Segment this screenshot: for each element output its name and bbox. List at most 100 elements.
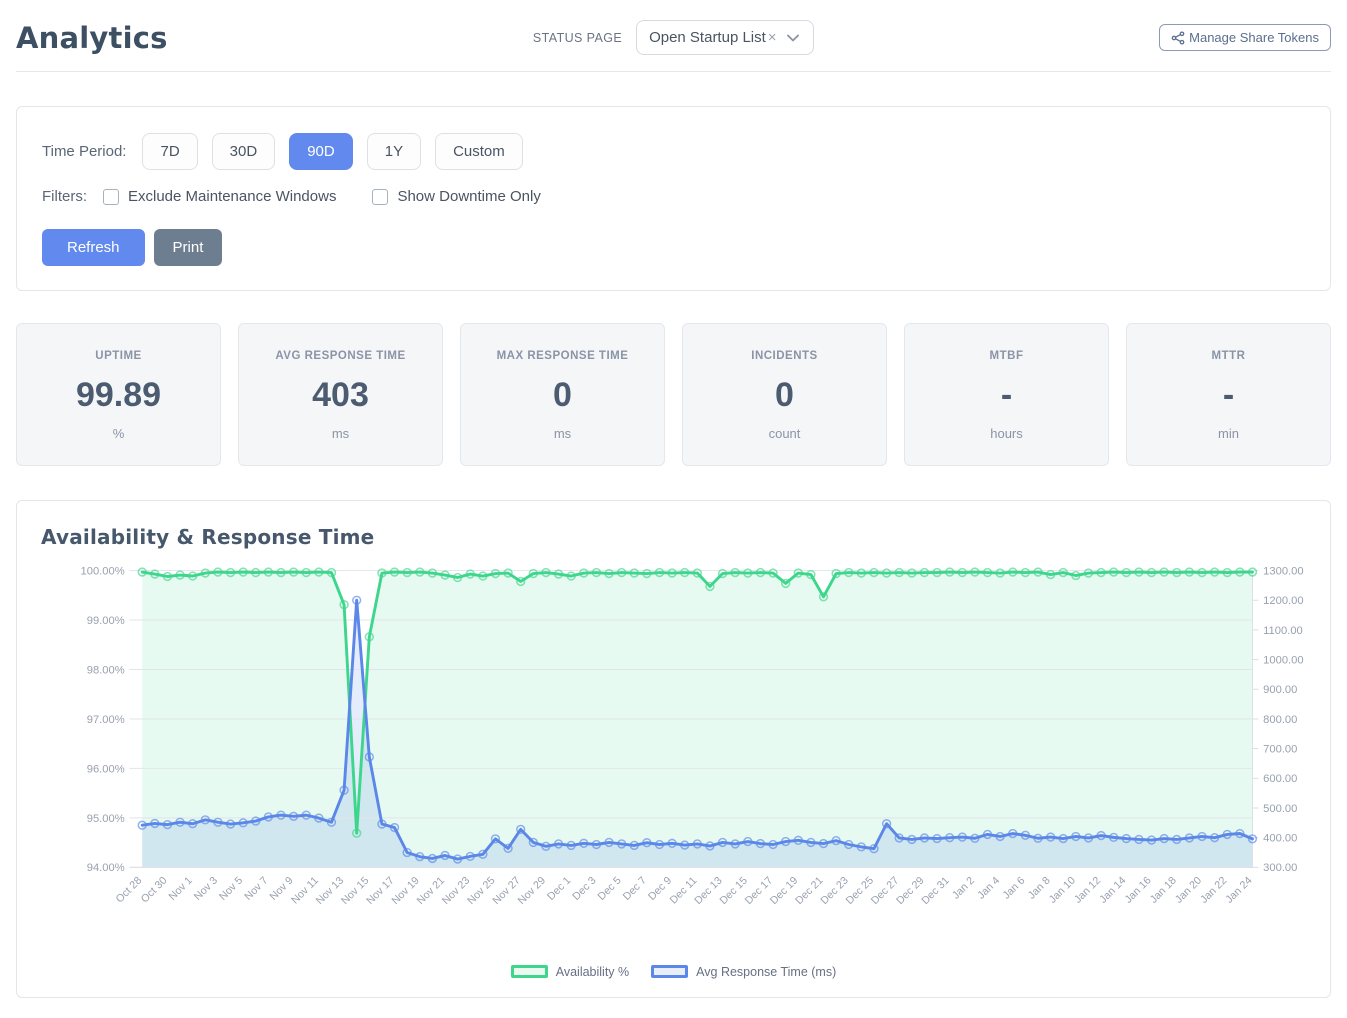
stat-label: MTTR <box>1211 350 1246 362</box>
svg-text:600.00: 600.00 <box>1263 773 1297 785</box>
status-page-selected-value: Open Startup List <box>649 29 766 46</box>
stat-card-mtbf: MTBF - hours <box>904 323 1109 466</box>
svg-text:Dec 5: Dec 5 <box>596 875 624 903</box>
action-row: Refresh Print <box>42 229 1305 266</box>
svg-text:1200.00: 1200.00 <box>1263 595 1303 607</box>
stat-card-uptime: UPTIME 99.89 % <box>16 323 221 466</box>
svg-text:Dec 7: Dec 7 <box>621 875 649 903</box>
period-button-7d[interactable]: 7D <box>142 133 198 170</box>
svg-text:97.00%: 97.00% <box>87 714 125 726</box>
svg-text:Oct 28: Oct 28 <box>114 875 145 906</box>
period-button-90d[interactable]: 90D <box>289 133 353 170</box>
svg-text:Nov 5: Nov 5 <box>217 875 245 903</box>
svg-text:Jan 12: Jan 12 <box>1072 875 1103 906</box>
stat-label: INCIDENTS <box>751 350 818 362</box>
refresh-button[interactable]: Refresh <box>42 229 145 266</box>
svg-text:700.00: 700.00 <box>1263 744 1297 756</box>
svg-text:Dec 3: Dec 3 <box>570 875 598 903</box>
svg-text:Jan 24: Jan 24 <box>1223 875 1254 906</box>
svg-text:Jan 2: Jan 2 <box>950 875 977 902</box>
stat-card-mttr: MTTR - min <box>1126 323 1331 466</box>
manage-share-tokens-label: Manage Share Tokens <box>1189 30 1319 45</box>
period-button-custom[interactable]: Custom <box>435 133 523 170</box>
svg-text:400.00: 400.00 <box>1263 833 1297 845</box>
chart-panel: Availability & Response Time 100.00% 99.0… <box>16 500 1331 998</box>
stat-unit: ms <box>331 426 350 441</box>
share-icon <box>1171 30 1185 45</box>
svg-text:Jan 4: Jan 4 <box>975 875 1002 902</box>
svg-text:Dec 31: Dec 31 <box>919 875 951 907</box>
period-button-1y[interactable]: 1Y <box>366 133 422 170</box>
svg-text:100.00%: 100.00% <box>81 565 125 577</box>
svg-text:96.00%: 96.00% <box>87 763 125 775</box>
status-page-group: STATUS PAGE Open Startup List × <box>532 20 815 55</box>
stat-value: 0 <box>553 376 572 414</box>
stat-unit: min <box>1218 426 1239 441</box>
status-page-label: STATUS PAGE <box>532 30 623 45</box>
svg-text:Dec 1: Dec 1 <box>545 875 573 903</box>
time-period-label: Time Period: <box>42 143 127 160</box>
stat-value: - <box>1000 376 1013 414</box>
manage-share-tokens-button[interactable]: Manage Share Tokens <box>1159 24 1331 51</box>
stat-value: 0 <box>775 376 794 414</box>
svg-text:98.00%: 98.00% <box>87 664 125 676</box>
svg-text:Jan 20: Jan 20 <box>1173 875 1204 906</box>
page-title: Analytics <box>16 20 168 55</box>
stat-unit: % <box>112 426 125 441</box>
availability-response-chart: 100.00% 99.00% 98.00% 97.00% 96.00% 95.00% 94.… <box>81 565 1304 907</box>
checkbox-icon[interactable] <box>103 188 119 205</box>
svg-text:Jan 18: Jan 18 <box>1148 875 1179 906</box>
legend-label: Avg Response Time (ms) <box>696 964 837 979</box>
filters-label: Filters: <box>42 188 87 205</box>
stat-unit: hours <box>990 426 1023 441</box>
svg-text:1300.00: 1300.00 <box>1263 565 1303 577</box>
availability-swatch-icon <box>510 965 548 979</box>
status-page-select[interactable]: Open Startup List × <box>636 20 815 55</box>
svg-text:800.00: 800.00 <box>1263 714 1297 726</box>
svg-text:500.00: 500.00 <box>1263 803 1297 815</box>
svg-text:Jan 6: Jan 6 <box>1001 875 1028 902</box>
chevron-down-icon[interactable] <box>786 34 799 42</box>
header: Analytics STATUS PAGE Open Startup List … <box>16 14 1331 72</box>
legend-label: Availability % <box>555 964 630 979</box>
chart-title: Availability & Response Time <box>41 525 375 549</box>
svg-text:Jan 22: Jan 22 <box>1198 875 1229 906</box>
show-downtime-label: Show Downtime Only <box>397 188 541 205</box>
stat-label: AVG RESPONSE TIME <box>275 350 406 362</box>
stat-card-incidents: INCIDENTS 0 count <box>682 323 887 466</box>
chart-legend: Availability % Avg Response Time (ms) <box>41 965 1306 983</box>
svg-text:900.00: 900.00 <box>1263 684 1297 696</box>
checkbox-icon[interactable] <box>372 188 389 205</box>
response-time-swatch-icon <box>651 965 689 979</box>
show-downtime-checkbox[interactable]: Show Downtime Only <box>372 188 541 205</box>
time-period-row: Time Period: 7D 30D 90D 1Y Custom <box>42 133 1305 170</box>
legend-item-availability[interactable]: Availability % <box>510 964 630 979</box>
exclude-maintenance-label: Exclude Maintenance Windows <box>128 188 337 205</box>
clear-selection-icon[interactable]: × <box>767 29 777 46</box>
stat-card-avg-response: AVG RESPONSE TIME 403 ms <box>238 323 443 466</box>
stat-value: 403 <box>312 376 369 414</box>
period-button-30d[interactable]: 30D <box>211 133 276 170</box>
svg-text:1000.00: 1000.00 <box>1263 654 1303 666</box>
svg-text:99.00%: 99.00% <box>87 615 125 627</box>
chart-wrap: 100.00% 99.00% 98.00% 97.00% 96.00% 95.00% 94.… <box>41 555 1306 963</box>
svg-text:Nov 29: Nov 29 <box>516 875 548 907</box>
stat-label: MAX RESPONSE TIME <box>496 350 629 362</box>
stat-label: MTBF <box>989 350 1024 362</box>
filters-row: Filters: Exclude Maintenance Windows Sho… <box>42 188 1305 205</box>
stat-label: UPTIME <box>95 350 142 362</box>
stat-value: 99.89 <box>75 376 162 414</box>
exclude-maintenance-checkbox[interactable]: Exclude Maintenance Windows <box>103 188 336 205</box>
svg-text:Nov 3: Nov 3 <box>192 875 220 903</box>
legend-item-response-time[interactable]: Avg Response Time (ms) <box>651 965 836 979</box>
filter-panel: Time Period: 7D 30D 90D 1Y Custom Filter… <box>16 106 1331 291</box>
svg-text:Jan 14: Jan 14 <box>1097 875 1128 906</box>
stats-row: UPTIME 99.89 % AVG RESPONSE TIME 403 ms … <box>16 323 1331 466</box>
svg-text:94.00%: 94.00% <box>87 862 125 874</box>
svg-text:95.00%: 95.00% <box>87 813 125 825</box>
stat-unit: ms <box>553 426 572 441</box>
svg-text:Jan 16: Jan 16 <box>1122 875 1153 906</box>
stat-card-max-response: MAX RESPONSE TIME 0 ms <box>460 323 665 466</box>
print-button[interactable]: Print <box>153 229 223 266</box>
